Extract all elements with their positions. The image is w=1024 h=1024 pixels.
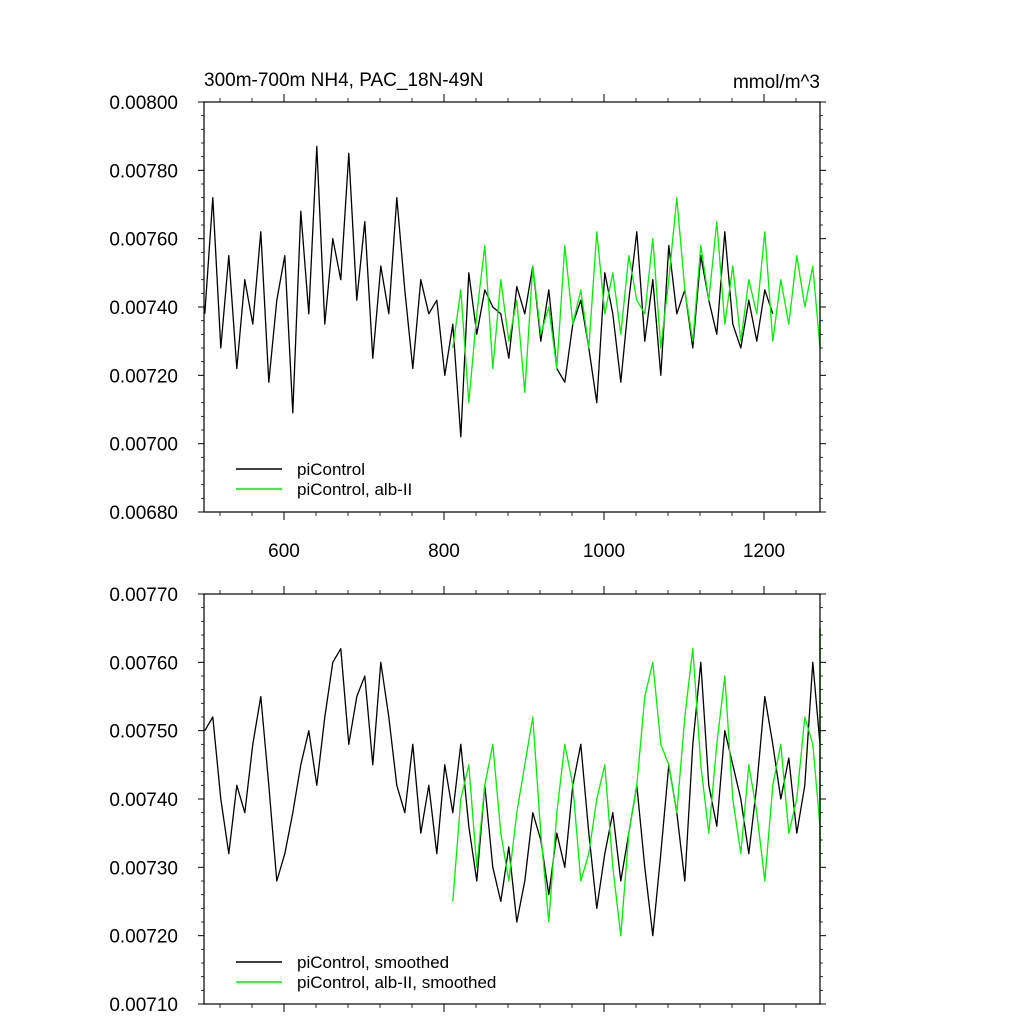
top-ytick-label: 0.00800 bbox=[109, 93, 178, 114]
legend-label-alb-ii: piControl, alb-II bbox=[297, 480, 412, 499]
top-ytick-label: 0.00780 bbox=[109, 161, 178, 182]
top-ytick-label: 0.00680 bbox=[109, 503, 178, 524]
top-axes: 0.00680 0.00700 0.00720 0.00740 0.00760 0.007… bbox=[109, 93, 826, 562]
bottom-ytick-label: 0.00710 bbox=[109, 995, 178, 1016]
legend-label-picontrol-smoothed: piControl, smoothed bbox=[297, 953, 449, 972]
top-ytick-label: 0.00720 bbox=[109, 366, 178, 387]
bottom-ytick-label: 0.00720 bbox=[109, 927, 178, 948]
legend-label-alb-ii-smoothed: piControl, alb-II, smoothed bbox=[297, 973, 496, 992]
top-xtick-label: 800 bbox=[428, 541, 460, 562]
top-xtick-label: 1000 bbox=[583, 541, 625, 562]
bottom-ytick-label: 0.00740 bbox=[109, 790, 178, 811]
top-ytick-label: 0.00700 bbox=[109, 435, 178, 456]
top-legend: piControl piControl, alb-II bbox=[236, 460, 412, 499]
top-panel: 300m-700m NH4, PAC_18N-49N mmol/m^3 0.00… bbox=[109, 70, 826, 562]
top-series-line-alb-ii bbox=[452, 197, 821, 404]
bottom-ytick-label: 0.00730 bbox=[109, 858, 178, 879]
bottom-ytick-label: 0.00770 bbox=[109, 585, 178, 606]
top-plot-frame bbox=[203, 101, 821, 513]
bottom-plot-frame bbox=[203, 593, 821, 1005]
bottom-ytick-label: 0.00760 bbox=[109, 653, 178, 674]
top-ytick-label: 0.00760 bbox=[109, 230, 178, 251]
top-xtick-label: 600 bbox=[268, 541, 300, 562]
bottom-ytick-label: 0.00750 bbox=[109, 722, 178, 743]
top-series-group bbox=[204, 145, 821, 438]
bottom-legend: piControl, smoothed piControl, alb-II, s… bbox=[236, 953, 496, 992]
bottom-panel: 0.00710 0.00720 0.00730 0.00740 0.00750 0.007… bbox=[109, 585, 826, 1016]
bottom-axes: 0.00710 0.00720 0.00730 0.00740 0.00750 0.007… bbox=[109, 585, 826, 1016]
top-ytick-label: 0.00740 bbox=[109, 298, 178, 319]
legend-label-picontrol: piControl bbox=[297, 460, 365, 479]
units-label: mmol/m^3 bbox=[733, 72, 820, 93]
top-panel-title: 300m-700m NH4, PAC_18N-49N bbox=[204, 70, 484, 91]
top-xtick-label: 1200 bbox=[743, 541, 785, 562]
